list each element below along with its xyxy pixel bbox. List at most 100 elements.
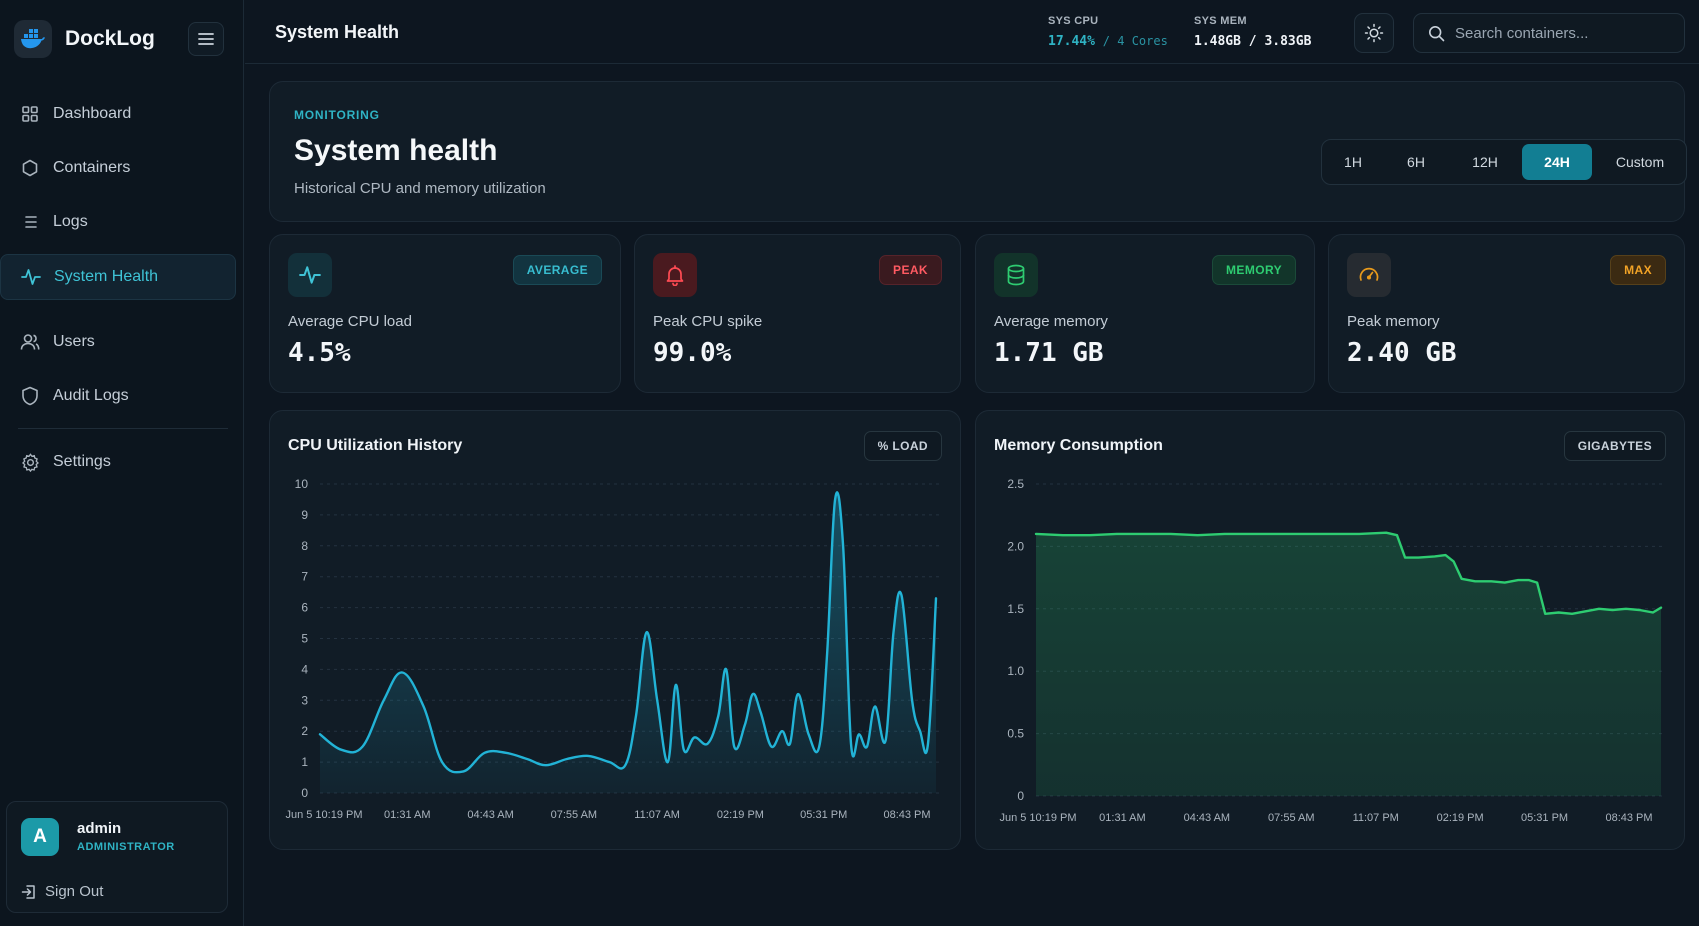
x-tick-label: 07:55 AM: [551, 809, 597, 821]
sidebar-item-audit-logs[interactable]: Audit Logs: [0, 373, 236, 419]
user-card: A admin ADMINISTRATOR Sign Out: [6, 801, 228, 913]
y-tick-label: 7: [301, 570, 308, 584]
peak-badge: PEAK: [879, 255, 942, 285]
sidebar-item-label: Containers: [53, 159, 131, 176]
range-24h-button[interactable]: 24H: [1522, 144, 1592, 180]
sign-out-button[interactable]: Sign Out: [21, 883, 103, 900]
y-tick-label: 3: [301, 693, 308, 707]
x-tick-label: 07:55 AM: [1268, 812, 1314, 824]
sidebar-item-label: Logs: [53, 213, 88, 230]
sys-cpu-cores: / 4 Cores: [1102, 34, 1168, 48]
x-tick-label: 05:31 PM: [800, 809, 847, 821]
range-6h-button[interactable]: 6H: [1407, 154, 1425, 170]
shield-icon: [20, 386, 40, 406]
chart-title: CPU Utilization History: [288, 437, 463, 454]
hamburger-icon: [198, 33, 214, 45]
bell-icon: [653, 253, 697, 297]
sidebar-item-containers[interactable]: Containers: [0, 145, 236, 191]
sidebar-item-label: Users: [53, 333, 95, 350]
stat-card-avg-cpu: AVERAGE Average CPU load 4.5%: [269, 234, 621, 393]
y-tick-label: 1.5: [1007, 602, 1024, 616]
y-tick-label: 2.0: [1007, 539, 1024, 553]
average-badge: AVERAGE: [512, 255, 602, 285]
sidebar-divider: [18, 428, 228, 429]
stat-value: 4.5%: [288, 338, 351, 368]
database-icon: [994, 253, 1038, 297]
gauge-icon: [1347, 253, 1391, 297]
user-role: ADMINISTRATOR: [77, 841, 175, 853]
avatar[interactable]: A: [21, 818, 59, 856]
y-tick-label: 5: [301, 632, 308, 646]
x-tick-label: Jun 5 10:19 PM: [285, 809, 362, 821]
stat-card-peak-cpu: PEAK Peak CPU spike 99.0%: [634, 234, 961, 393]
search-icon: [1428, 25, 1445, 41]
y-tick-label: 2.5: [1007, 477, 1024, 491]
sidebar-item-settings[interactable]: Settings: [0, 439, 236, 485]
sidebar: DockLog Dashboard Containers Logs: [0, 0, 244, 926]
sys-cpu-label: SYS CPU: [1048, 15, 1099, 27]
sidebar-item-label: Settings: [53, 453, 111, 470]
x-tick-label: 04:43 AM: [1184, 812, 1230, 824]
brand[interactable]: DockLog: [14, 20, 155, 58]
y-tick-label: 6: [301, 601, 308, 615]
list-icon: [20, 212, 40, 232]
sidebar-item-dashboard[interactable]: Dashboard: [0, 91, 236, 137]
time-range-selector: 1H 6H 12H 24H Custom: [1321, 139, 1687, 185]
y-tick-label: 1: [301, 755, 308, 769]
sys-cpu-value: 17.44%: [1048, 34, 1095, 49]
menu-toggle-button[interactable]: [188, 22, 224, 56]
users-icon: [20, 332, 40, 352]
stat-title: Average memory: [994, 313, 1108, 330]
y-tick-label: 4: [301, 662, 308, 676]
theme-toggle-button[interactable]: [1354, 13, 1394, 53]
chart-title: Memory Consumption: [994, 437, 1163, 454]
gear-icon: [20, 452, 40, 472]
series-area: [1036, 532, 1661, 796]
x-tick-label: Jun 5 10:19 PM: [999, 812, 1076, 824]
stat-value: 2.40 GB: [1347, 338, 1457, 368]
memory-chart-card: Memory Consumption GIGABYTES 0 0.5 1.0 1.5 2…: [975, 410, 1685, 850]
sidebar-item-users[interactable]: Users: [0, 319, 236, 365]
search-box[interactable]: [1413, 13, 1685, 53]
x-tick-label: 05:31 PM: [1521, 812, 1568, 824]
x-tick-label: 02:19 PM: [717, 809, 764, 821]
eyebrow: MONITORING: [294, 108, 380, 122]
range-1h-button[interactable]: 1H: [1344, 154, 1362, 170]
sys-cpu-readout: 17.44% / 4 Cores: [1048, 34, 1168, 49]
sys-mem-value: 1.48GB / 3.83GB: [1194, 34, 1312, 49]
y-tick-label: 0: [1017, 789, 1024, 803]
range-12h-button[interactable]: 12H: [1472, 154, 1498, 170]
hexagon-icon: [20, 158, 40, 178]
sidebar-item-system-health[interactable]: System Health: [0, 254, 236, 300]
page-header-card: MONITORING System health Historical CPU …: [269, 81, 1687, 222]
sign-out-label: Sign Out: [45, 883, 104, 900]
sys-mem-label: SYS MEM: [1194, 15, 1247, 27]
y-tick-label: 2: [301, 724, 308, 738]
topbar: System Health SYS CPU 17.44% / 4 Cores S…: [245, 0, 1699, 64]
sidebar-item-label: Dashboard: [53, 105, 132, 122]
app-name: DockLog: [65, 27, 155, 50]
activity-icon: [21, 267, 41, 287]
sign-out-icon: [21, 884, 37, 900]
max-badge: MAX: [1610, 255, 1666, 285]
series-area: [320, 492, 936, 793]
x-tick-label: 01:31 AM: [1099, 812, 1145, 824]
y-tick-label: 1.0: [1007, 664, 1024, 678]
sidebar-item-logs[interactable]: Logs: [0, 199, 236, 245]
stat-value: 1.71 GB: [994, 338, 1104, 368]
stat-value: 99.0%: [653, 338, 732, 368]
x-tick-label: 02:19 PM: [1437, 812, 1484, 824]
search-input[interactable]: [1455, 24, 1675, 42]
cpu-unit-badge: % LOAD: [863, 431, 942, 461]
cpu-utilization-chart[interactable]: 0 1 2 3 4 5 6 7 8 9 10 Jun 5 10:19 PM 01:31 AM 04:43 …: [270, 411, 962, 851]
user-name: admin: [77, 820, 122, 837]
sidebar-item-label: System Health: [54, 268, 159, 285]
sun-icon: [1364, 23, 1384, 43]
memory-consumption-chart[interactable]: 0 0.5 1.0 1.5 2.0 2.5 Jun 5 10:19 PM 01:31 AM 04…: [976, 411, 1686, 851]
range-custom-button[interactable]: Custom: [1615, 154, 1665, 170]
docker-whale-icon: [14, 20, 52, 58]
y-tick-label: 0: [301, 786, 308, 800]
cpu-chart-card: CPU Utilization History % LOAD 0 1 2 3 4 5 6 7 8…: [269, 410, 961, 850]
y-tick-label: 9: [301, 508, 308, 522]
memory-badge: MEMORY: [1212, 255, 1296, 285]
